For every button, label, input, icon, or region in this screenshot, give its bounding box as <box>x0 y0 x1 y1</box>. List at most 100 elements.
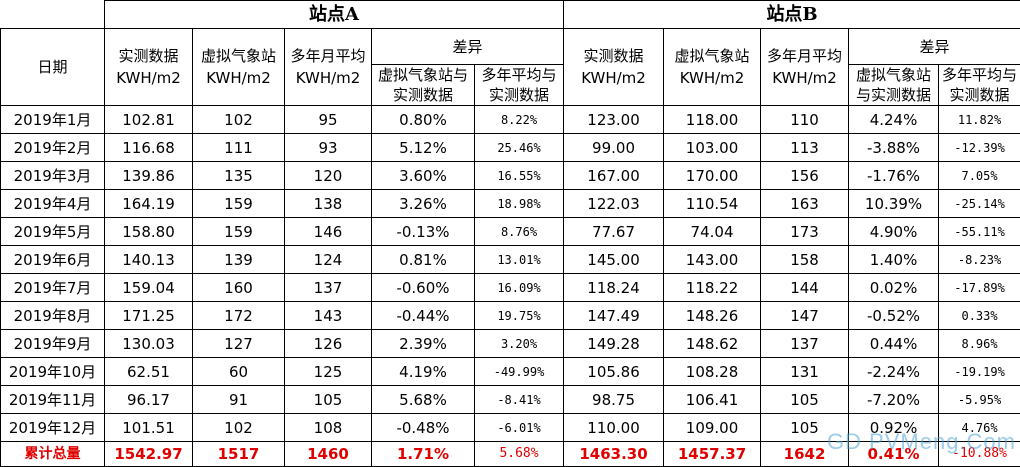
corner-cell <box>0 0 105 29</box>
site-b-cell: 98.75 <box>563 385 665 414</box>
site-a-cell: 3.60% <box>371 161 475 190</box>
site-a-cell: 137 <box>284 273 372 302</box>
site-b-cell: -0.52% <box>848 301 940 330</box>
site-a-cell: -8.41% <box>473 385 565 414</box>
site-a-cell: 111 <box>192 133 285 162</box>
date-cell: 2019年2月 <box>0 133 105 162</box>
site-b-cell: 110.54 <box>663 189 762 218</box>
table-row: 2019年11月 96.17 91 105 5.68% -8.41% 98.75 106.41… <box>0 385 1020 414</box>
site-b-cell: 4.90% <box>848 217 940 246</box>
site-b-cell: 143.00 <box>663 245 762 274</box>
site-b-cell: 8.96% <box>938 329 1020 358</box>
site-a-cell: 18.98% <box>473 189 565 218</box>
total-cell: -10.88% <box>938 441 1020 467</box>
site-a-cell: 140.13 <box>104 245 193 274</box>
date-cell: 2019年1月 <box>0 105 105 134</box>
site-a-cell: 3.26% <box>371 189 475 218</box>
site-a-cell: 4.19% <box>371 357 475 386</box>
site-b-diff-virtual-header: 虚拟气象站与实测数据 <box>848 64 940 106</box>
table-row: 2019年9月 130.03 127 126 2.39% 3.20% 149.28 148.6… <box>0 329 1020 358</box>
table-row: 2019年8月 171.25 172 143 -0.44% 19.75% 147.49 148… <box>0 301 1020 330</box>
date-cell: 2019年4月 <box>0 189 105 218</box>
site-b-cell: 148.62 <box>663 329 762 358</box>
site-b-cell: 11.82% <box>938 105 1020 134</box>
site-b-cell: 113 <box>760 133 850 162</box>
site-a-cell: 5.68% <box>371 385 475 414</box>
site-b-cell: 99.00 <box>563 133 665 162</box>
site-a-cell: 105 <box>284 385 372 414</box>
site-a-cell: 172 <box>192 301 285 330</box>
table-row: 2019年6月 140.13 139 124 0.81% 13.01% 145.00 143.… <box>0 245 1020 274</box>
table-body: 站点A 站点B 日期 实测数据KWH/m2 虚拟气象站KWH/m2 多年月平均K… <box>0 0 1020 106</box>
total-cell: 1642 <box>760 441 850 467</box>
site-a-header: 站点A <box>103 0 565 29</box>
site-b-cell: 131 <box>760 357 850 386</box>
site-b-cell: 4.76% <box>938 413 1020 442</box>
site-b-cell: -1.76% <box>848 161 940 190</box>
header-row-diffs: 虚拟气象站与实测数据 多年平均与实测数据 虚拟气象站与实测数据 多年平均与实测数… <box>1 64 1020 106</box>
site-b-cell: 0.44% <box>848 329 940 358</box>
total-cell: 1457.37 <box>663 441 762 467</box>
site-a-cell: 13.01% <box>473 245 565 274</box>
site-b-cell: -12.39% <box>938 133 1020 162</box>
site-b-cell: 0.02% <box>848 273 940 302</box>
site-a-cell: 0.81% <box>371 245 475 274</box>
date-header: 日期 <box>0 28 105 106</box>
site-a-cell: 5.12% <box>371 133 475 162</box>
site-b-measured-header: 实测数据KWH/m2 <box>563 28 665 106</box>
site-b-cell: -3.88% <box>848 133 940 162</box>
table-row: 2019年5月 158.80 159 146 -0.13% 8.76% 77.67 74.04… <box>0 217 1020 246</box>
site-b-cell: -2.24% <box>848 357 940 386</box>
site-a-cell: 125 <box>284 357 372 386</box>
total-row: 累计总量 1542.97 1517 1460 1.71% 5.68% 1463.… <box>0 441 1020 467</box>
site-a-avg-header: 多年月平均KWH/m2 <box>284 28 372 106</box>
date-cell: 2019年12月 <box>0 413 105 442</box>
site-a-cell: 8.76% <box>473 217 565 246</box>
site-b-cell: 149.28 <box>563 329 665 358</box>
site-a-cell: 138 <box>284 189 372 218</box>
site-b-cell: 173 <box>760 217 850 246</box>
site-b-virtual-header: 虚拟气象站KWH/m2 <box>663 28 762 106</box>
site-b-cell: 74.04 <box>663 217 762 246</box>
site-a-cell: 159.04 <box>104 273 193 302</box>
site-b-cell: 4.24% <box>848 105 940 134</box>
date-cell: 2019年6月 <box>0 245 105 274</box>
site-a-cell: -49.99% <box>473 357 565 386</box>
total-cell: 5.68% <box>473 441 565 467</box>
site-b-cell: 123.00 <box>563 105 665 134</box>
table-row: 2019年10月 62.51 60 125 4.19% -49.99% 105.86 108.… <box>0 357 1020 386</box>
site-b-cell: 10.39% <box>848 189 940 218</box>
site-a-cell: 95 <box>284 105 372 134</box>
site-a-cell: 16.09% <box>473 273 565 302</box>
site-a-cell: 102 <box>192 105 285 134</box>
site-b-cell: 0.33% <box>938 301 1020 330</box>
site-b-cell: 147 <box>760 301 850 330</box>
table-row: 2019年4月 164.19 159 138 3.26% 18.98% 122.03 110.… <box>0 189 1020 218</box>
site-a-cell: 130.03 <box>104 329 193 358</box>
site-b-cell: 170.00 <box>663 161 762 190</box>
site-b-cell: 7.05% <box>938 161 1020 190</box>
date-cell: 2019年9月 <box>0 329 105 358</box>
site-a-cell: -6.01% <box>473 413 565 442</box>
site-b-cell: 1.40% <box>848 245 940 274</box>
total-cell: 1517 <box>192 441 285 467</box>
site-b-cell: 0.92% <box>848 413 940 442</box>
site-b-cell: -55.11% <box>938 217 1020 246</box>
site-a-cell: 171.25 <box>104 301 193 330</box>
site-b-header: 站点B <box>563 0 1020 29</box>
site-a-cell: 126 <box>284 329 372 358</box>
total-section: 累计总量 1542.97 1517 1460 1.71% 5.68% 1463.… <box>0 441 1020 467</box>
site-b-cell: 118.24 <box>563 273 665 302</box>
date-cell: 2019年5月 <box>0 217 105 246</box>
site-a-cell: 127 <box>192 329 285 358</box>
site-a-cell: -0.60% <box>371 273 475 302</box>
site-a-cell: 139 <box>192 245 285 274</box>
site-a-cell: 2.39% <box>371 329 475 358</box>
site-b-cell: 77.67 <box>563 217 665 246</box>
site-b-cell: 156 <box>760 161 850 190</box>
site-a-cell: 164.19 <box>104 189 193 218</box>
site-b-cell: -19.19% <box>938 357 1020 386</box>
site-a-cell: 0.80% <box>371 105 475 134</box>
site-a-diff-virtual-header: 虚拟气象站与实测数据 <box>371 64 475 106</box>
total-cell: 1.71% <box>371 441 475 467</box>
